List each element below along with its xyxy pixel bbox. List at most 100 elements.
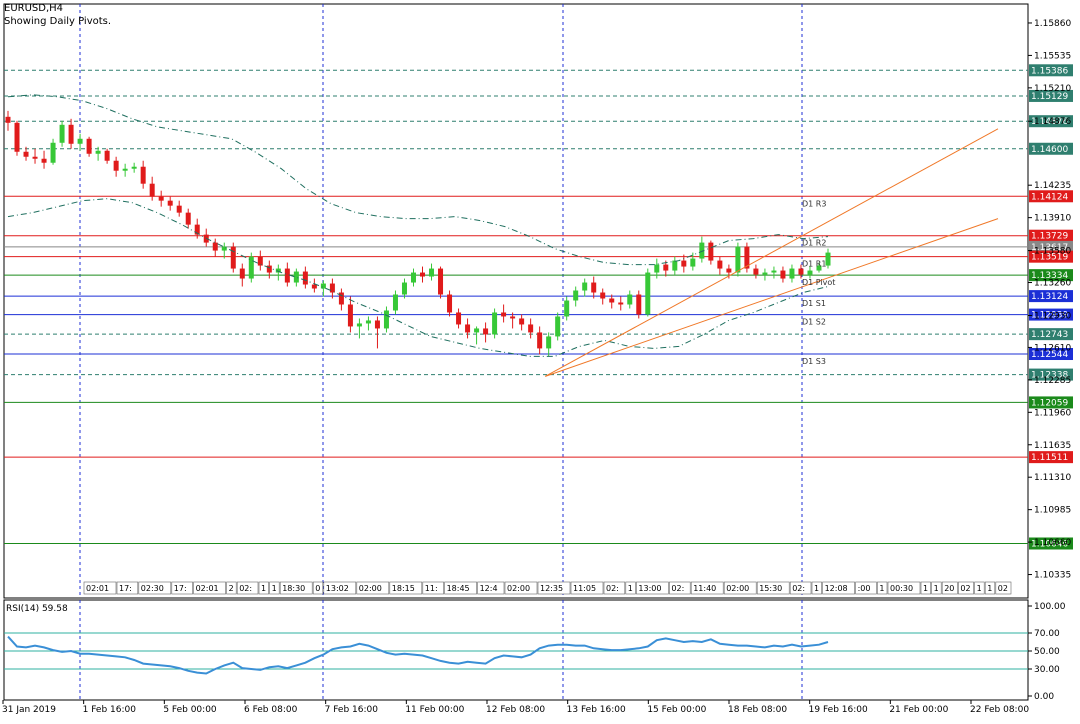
y-tick-label-15: 1.10660 (1034, 538, 1071, 548)
candle-body (158, 196, 164, 201)
time-label-18: 12:35 (540, 584, 563, 593)
candle-body (528, 324, 534, 333)
time-label-box-15 (444, 581, 477, 595)
candle-body (365, 320, 371, 324)
time-label-23: 02: (671, 584, 684, 593)
rsi-y-tick-label-4: 0.00 (1034, 692, 1054, 702)
price-level-tag-0 (1029, 64, 1073, 77)
candle-body (573, 290, 579, 301)
x-tick-label-7: 13 Feb 16:00 (567, 705, 626, 715)
time-label-31: 1 (879, 584, 884, 593)
time-label-15: 18:45 (447, 584, 470, 593)
candle-body (807, 270, 813, 275)
candle-body (564, 300, 570, 317)
time-label-box-39 (995, 581, 1012, 595)
time-label-box-7 (258, 581, 269, 595)
time-label-24: 11:40 (693, 584, 716, 593)
time-label-2: 02:30 (141, 584, 164, 593)
time-label-box-28 (811, 581, 822, 595)
time-label-6: 02: (239, 584, 252, 593)
y-tick-label-9: 1.12610 (1034, 343, 1071, 353)
candle-body (825, 252, 831, 266)
time-label-box-25 (723, 581, 757, 595)
time-label-box-5 (226, 581, 237, 595)
price-level-tag-9 (1029, 290, 1073, 303)
candle-body (338, 292, 344, 305)
price-level-label-0: 1.15386 (1031, 66, 1068, 76)
time-label-box-37 (974, 581, 985, 595)
time-label-25: 02:00 (726, 584, 749, 593)
candle-body (347, 304, 353, 327)
candle-body (113, 160, 119, 171)
price-level-tag-6 (1029, 240, 1073, 253)
rsi-title: RSI(14) 59.58 (6, 604, 68, 614)
time-label-box-32 (887, 581, 921, 595)
time-label-box-12 (356, 581, 390, 595)
time-label-box-31 (877, 581, 888, 595)
y-tick-label-1: 1.15535 (1034, 51, 1071, 61)
price-level-label-15: 1.11511 (1031, 453, 1068, 463)
x-tick-label-9: 18 Feb 08:00 (728, 705, 787, 715)
trend-channel-line-0 (545, 218, 999, 377)
time-label-box-3 (171, 581, 193, 595)
y-tick-label-13: 1.11310 (1034, 473, 1071, 483)
candle-body (618, 302, 624, 305)
rsi-y-tick-label-1: 70.00 (1034, 629, 1060, 639)
candle-body (663, 264, 669, 271)
candle-body (221, 246, 227, 251)
time-label-box-34 (931, 581, 942, 595)
candle-body (176, 205, 182, 213)
candle-body (447, 294, 453, 313)
candle-body (627, 294, 633, 305)
rsi-y-tick-label-3: 30.00 (1034, 665, 1060, 675)
candle-body (14, 122, 20, 152)
candle-body (600, 292, 606, 299)
time-label-33: 1 (923, 584, 928, 593)
time-label-28: 1 (814, 584, 819, 593)
rsi-y-tick-label-0: 100.00 (1034, 602, 1066, 612)
pivot-label-0: D1 R3 (802, 199, 826, 208)
x-tick-label-10: 19 Feb 16:00 (809, 705, 868, 715)
time-label-39: 02 (998, 584, 1008, 593)
candle-body (86, 138, 92, 154)
candle-body (5, 116, 11, 123)
time-label-4: 02:01 (196, 584, 219, 593)
trend-channel-line-1 (545, 128, 999, 377)
candle-body (239, 268, 245, 279)
price-level-label-8: 1.13334 (1031, 271, 1068, 281)
time-label-box-23 (669, 581, 691, 595)
price-level-tag-8 (1029, 269, 1073, 282)
y-tick-label-7: 1.13260 (1034, 279, 1071, 289)
time-label-27: 02: (792, 584, 805, 593)
time-label-1: 17: (119, 584, 132, 593)
candle-body (311, 284, 317, 289)
candle-body (41, 158, 47, 163)
time-label-17: 02:00 (507, 584, 530, 593)
time-label-box-1 (116, 581, 139, 595)
time-label-30: :00 (858, 584, 871, 593)
y-tick-label-16: 1.10335 (1034, 571, 1071, 581)
price-level-label-12: 1.12544 (1031, 350, 1068, 360)
price-level-tag-11 (1029, 328, 1073, 341)
price-level-label-14: 1.12059 (1031, 398, 1068, 408)
time-label-box-21 (625, 581, 636, 595)
price-level-label-4: 1.14124 (1031, 192, 1068, 202)
y-tick-label-11: 1.11960 (1034, 408, 1071, 418)
time-label-26: 15:30 (759, 584, 782, 593)
pivot-label-2: D1 R1 (802, 260, 826, 269)
candle-body (149, 183, 155, 197)
candle-body (140, 166, 146, 184)
x-tick-label-3: 6 Feb 08:00 (244, 705, 298, 715)
candle-body (798, 268, 804, 275)
price-level-label-10: 1.12939 (1031, 311, 1068, 321)
price-level-tag-13 (1029, 368, 1073, 381)
candle-body (104, 150, 110, 161)
candle-body (555, 316, 561, 337)
price-level-tag-14 (1029, 396, 1073, 409)
time-label-34: 1 (934, 584, 939, 593)
time-label-36: 02 (960, 584, 970, 593)
time-label-13: 18:15 (392, 584, 415, 593)
time-label-box-22 (636, 581, 669, 595)
candle-body (50, 142, 56, 163)
candle-body (438, 268, 444, 295)
